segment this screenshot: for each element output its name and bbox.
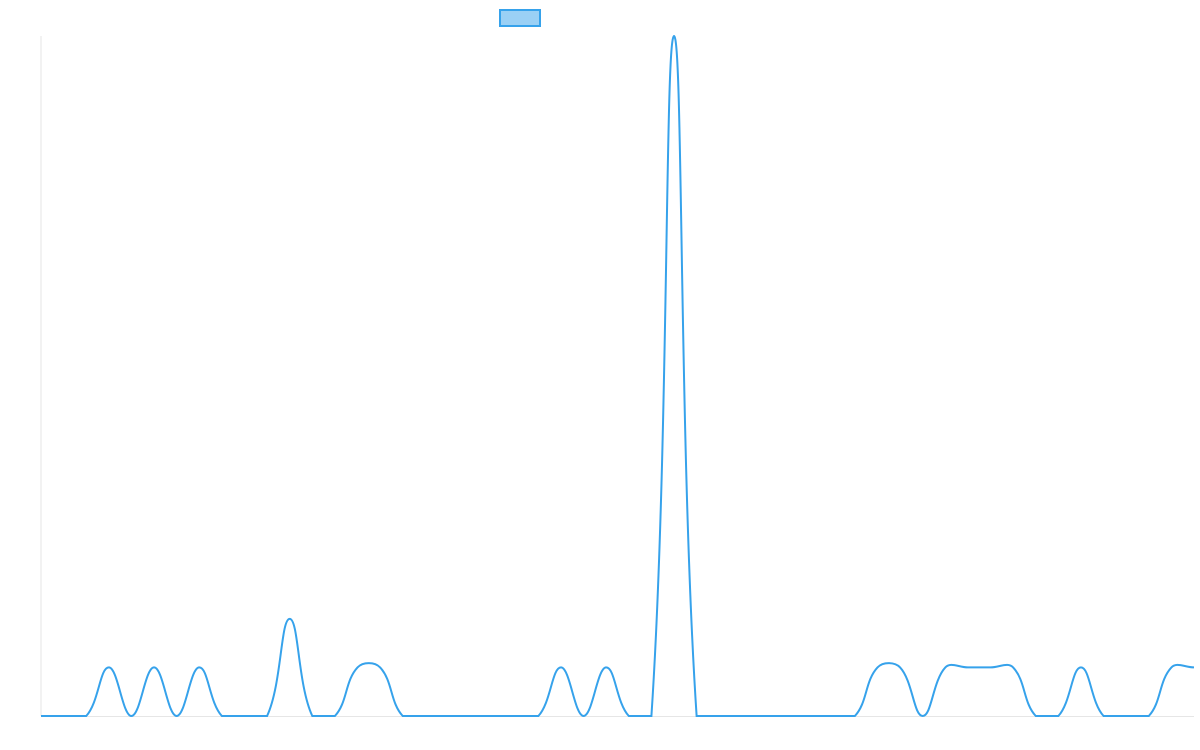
legend-swatch[interactable]: [499, 9, 541, 27]
data-line: [41, 34, 1195, 718]
